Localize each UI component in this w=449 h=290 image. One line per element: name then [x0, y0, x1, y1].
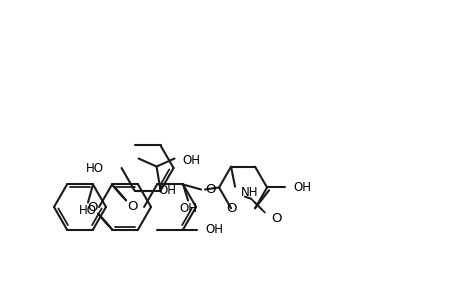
Text: OH: OH [183, 154, 201, 167]
Text: O: O [87, 201, 97, 214]
Text: NH: NH [241, 186, 259, 199]
Text: HO: HO [86, 162, 104, 175]
Text: OH: OH [293, 181, 311, 194]
Text: O: O [205, 183, 216, 196]
Text: HO: HO [79, 204, 97, 217]
Text: OH: OH [179, 202, 197, 215]
Text: O: O [127, 200, 137, 213]
Text: OH: OH [158, 184, 176, 197]
Text: OH: OH [205, 223, 223, 236]
Text: O: O [226, 202, 236, 215]
Text: O: O [271, 212, 282, 225]
